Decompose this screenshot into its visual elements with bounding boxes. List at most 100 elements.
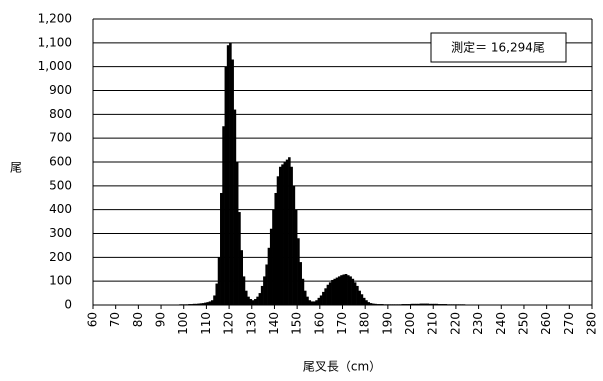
y-axis-label: 尾 <box>10 161 22 175</box>
annotation-box <box>430 32 567 63</box>
y-tick-label: 200 <box>49 250 72 264</box>
x-tick-label: 120 <box>222 312 236 335</box>
y-tick-label: 700 <box>49 131 72 145</box>
bar <box>260 285 264 305</box>
bar <box>435 303 439 305</box>
bar <box>195 303 198 305</box>
bar <box>263 276 266 305</box>
bar <box>301 278 305 305</box>
y-tick-label: 1,200 <box>38 12 72 26</box>
bar <box>335 277 339 305</box>
bar <box>283 162 287 305</box>
bar <box>428 303 432 305</box>
bar <box>278 166 282 305</box>
bar <box>281 164 284 305</box>
bar <box>306 296 309 305</box>
y-tick-label: 500 <box>49 178 72 192</box>
x-tick-label: 90 <box>154 312 168 327</box>
bar <box>337 276 341 305</box>
y-tick-label: 1,100 <box>38 35 72 49</box>
bar <box>206 302 209 305</box>
bar <box>371 303 375 305</box>
bar <box>199 303 203 305</box>
bar <box>360 294 364 305</box>
bar <box>256 296 259 305</box>
bar <box>313 301 316 305</box>
bar <box>310 301 314 305</box>
bar <box>351 278 355 305</box>
y-tick-label: 0 <box>64 298 72 312</box>
x-tick-label: 180 <box>358 312 372 335</box>
y-tick-label: 1,000 <box>38 59 72 73</box>
x-tick-label: 200 <box>403 312 417 335</box>
x-tick-label: 60 <box>86 312 100 327</box>
bar <box>340 275 343 305</box>
bar <box>415 303 418 305</box>
bar <box>247 296 250 305</box>
bar <box>342 274 346 305</box>
bar <box>367 302 371 305</box>
bar <box>272 209 275 305</box>
x-tick-label: 280 <box>585 312 599 335</box>
x-tick-label: 250 <box>516 312 530 335</box>
bar <box>208 301 212 305</box>
bar <box>213 295 216 305</box>
bar <box>426 303 429 305</box>
bar <box>258 293 262 305</box>
bar <box>308 300 312 305</box>
bar <box>242 276 246 305</box>
x-tick-label: 260 <box>539 312 553 335</box>
bar <box>322 291 325 305</box>
x-tick-label: 100 <box>176 312 190 335</box>
bar <box>294 209 298 305</box>
bar <box>231 59 234 306</box>
bar <box>201 303 205 305</box>
bar <box>430 303 434 305</box>
bar <box>424 303 427 305</box>
bar <box>233 109 237 305</box>
x-tick-label: 150 <box>290 312 304 335</box>
bar <box>254 299 257 305</box>
bar <box>365 300 368 305</box>
x-tick-label: 220 <box>448 312 462 335</box>
bar <box>265 264 268 305</box>
bar <box>222 126 225 305</box>
y-tick-label: 800 <box>49 107 72 121</box>
bar <box>290 166 293 305</box>
annotation: 測定＝ 16,294尾 <box>451 40 545 55</box>
bar <box>417 303 420 305</box>
bar <box>244 290 248 305</box>
bar <box>285 159 289 305</box>
bar <box>224 66 228 306</box>
bar <box>215 283 219 305</box>
bar <box>274 192 278 305</box>
bar <box>299 262 302 305</box>
bar <box>358 290 361 305</box>
bar <box>412 303 416 305</box>
y-tick-label: 400 <box>49 202 72 216</box>
bar <box>229 42 232 305</box>
x-tick-label: 140 <box>267 312 281 335</box>
x-tick-label: 70 <box>108 312 122 327</box>
bar <box>324 288 327 305</box>
x-tick-label: 160 <box>312 312 326 335</box>
bar <box>353 282 357 305</box>
bar <box>267 247 271 305</box>
y-tick-label: 900 <box>49 83 72 97</box>
y-tick-label: 600 <box>49 155 72 169</box>
bar <box>303 290 307 305</box>
x-tick-label: 190 <box>380 312 394 335</box>
bar <box>374 303 377 305</box>
bar <box>210 300 214 305</box>
bar <box>433 303 436 305</box>
bar <box>292 185 296 305</box>
bar <box>217 257 221 305</box>
bar <box>204 302 207 305</box>
bar <box>347 275 350 305</box>
bar <box>369 303 373 305</box>
y-tick-label: 300 <box>49 226 72 240</box>
x-tick-label: 240 <box>494 312 508 335</box>
x-axis-label: 尾叉長（cm） <box>303 360 381 374</box>
x-tick-label: 130 <box>244 312 258 335</box>
